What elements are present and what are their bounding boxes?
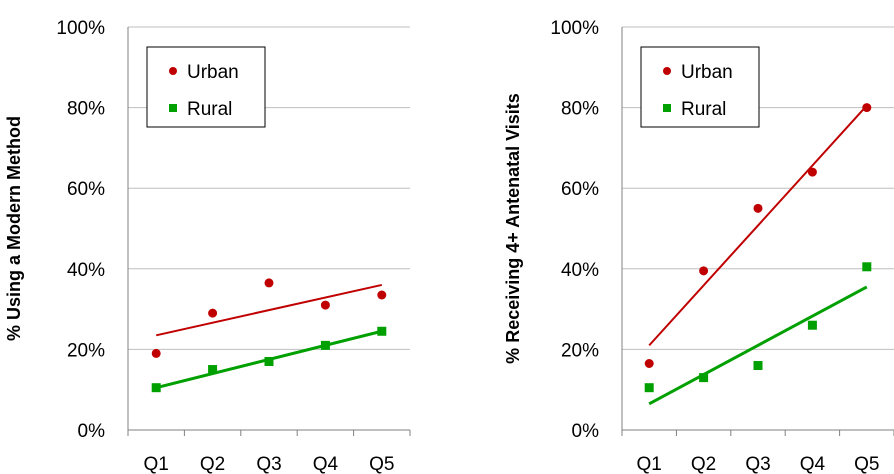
- y-tick-label: 40%: [67, 260, 105, 281]
- y-tick-label: 80%: [67, 99, 105, 120]
- legend-label-urban: Urban: [187, 62, 239, 83]
- legend: Urban Rural: [146, 46, 266, 128]
- x-tick-label: Q5: [369, 454, 394, 474]
- data-point-rural: [753, 361, 763, 371]
- legend-marker-urban: [169, 67, 177, 75]
- legend-label-urban: Urban: [681, 62, 733, 83]
- legend-label-rural: Rural: [187, 99, 232, 120]
- legend: Urban Rural: [640, 46, 760, 128]
- x-tick-label: Q1: [144, 454, 169, 474]
- legend-marker-rural: [663, 104, 671, 112]
- data-point-urban: [753, 203, 763, 213]
- x-tick-label: Q2: [691, 454, 716, 474]
- data-point-urban: [151, 348, 161, 358]
- trend-line-urban: [648, 104, 868, 347]
- y-tick-label: 20%: [67, 340, 105, 361]
- x-tick-label: Q2: [200, 454, 225, 474]
- data-point-urban: [807, 167, 817, 177]
- data-point-urban: [862, 103, 872, 113]
- y-tick-label: 60%: [561, 179, 599, 200]
- y-tick-label: 60%: [67, 179, 105, 200]
- legend-box: [146, 46, 266, 128]
- data-point-rural: [644, 383, 654, 393]
- data-point-rural: [377, 326, 387, 336]
- data-point-urban: [208, 308, 218, 318]
- x-tick-label: Q4: [800, 454, 826, 474]
- data-point-rural: [862, 262, 872, 272]
- legend-box: [640, 46, 760, 128]
- legend-marker-rural: [169, 104, 177, 112]
- y-axis-title: % Using a Modern Method: [4, 116, 24, 341]
- y-axis-title: % Receiving 4+ Antenatal Visits: [503, 93, 523, 364]
- y-tick-label: 100%: [550, 18, 599, 39]
- data-point-rural: [151, 383, 161, 393]
- legend-label-rural: Rural: [681, 99, 726, 120]
- data-point-rural: [807, 320, 817, 330]
- data-point-rural: [208, 365, 218, 375]
- data-point-urban: [699, 266, 709, 276]
- data-point-urban: [320, 300, 330, 310]
- data-point-rural: [320, 340, 330, 350]
- x-tick-label: Q4: [313, 454, 339, 474]
- data-point-urban: [644, 359, 654, 369]
- data-point-rural: [264, 356, 274, 366]
- chart-2: 0% 20% 40% 60% 80% 100% Q1 Q2 Q3 Q4 Q5 % Receiving …: [503, 18, 894, 474]
- trend-line-rural: [648, 285, 868, 406]
- chart-1: 0% 20% 40% 60% 80% 100% Q1 Q2 Q3 Q4 Q5 % Using a Mo…: [4, 18, 411, 474]
- x-tick-label: Q3: [256, 454, 281, 474]
- y-tick-label: 0%: [572, 421, 600, 442]
- y-tick-label: 100%: [56, 18, 105, 39]
- y-tick-label: 40%: [561, 260, 599, 281]
- data-point-urban: [264, 278, 274, 288]
- data-point-rural: [699, 373, 709, 383]
- y-tick-label: 80%: [561, 99, 599, 120]
- data-point-urban: [377, 290, 387, 300]
- x-tick-label: Q3: [745, 454, 770, 474]
- y-tick-label: 0%: [78, 421, 106, 442]
- x-tick-label: Q1: [637, 454, 662, 474]
- y-tick-label: 20%: [561, 340, 599, 361]
- trend-line-urban: [155, 283, 383, 337]
- x-tick-label: Q5: [854, 454, 879, 474]
- legend-marker-urban: [663, 67, 671, 75]
